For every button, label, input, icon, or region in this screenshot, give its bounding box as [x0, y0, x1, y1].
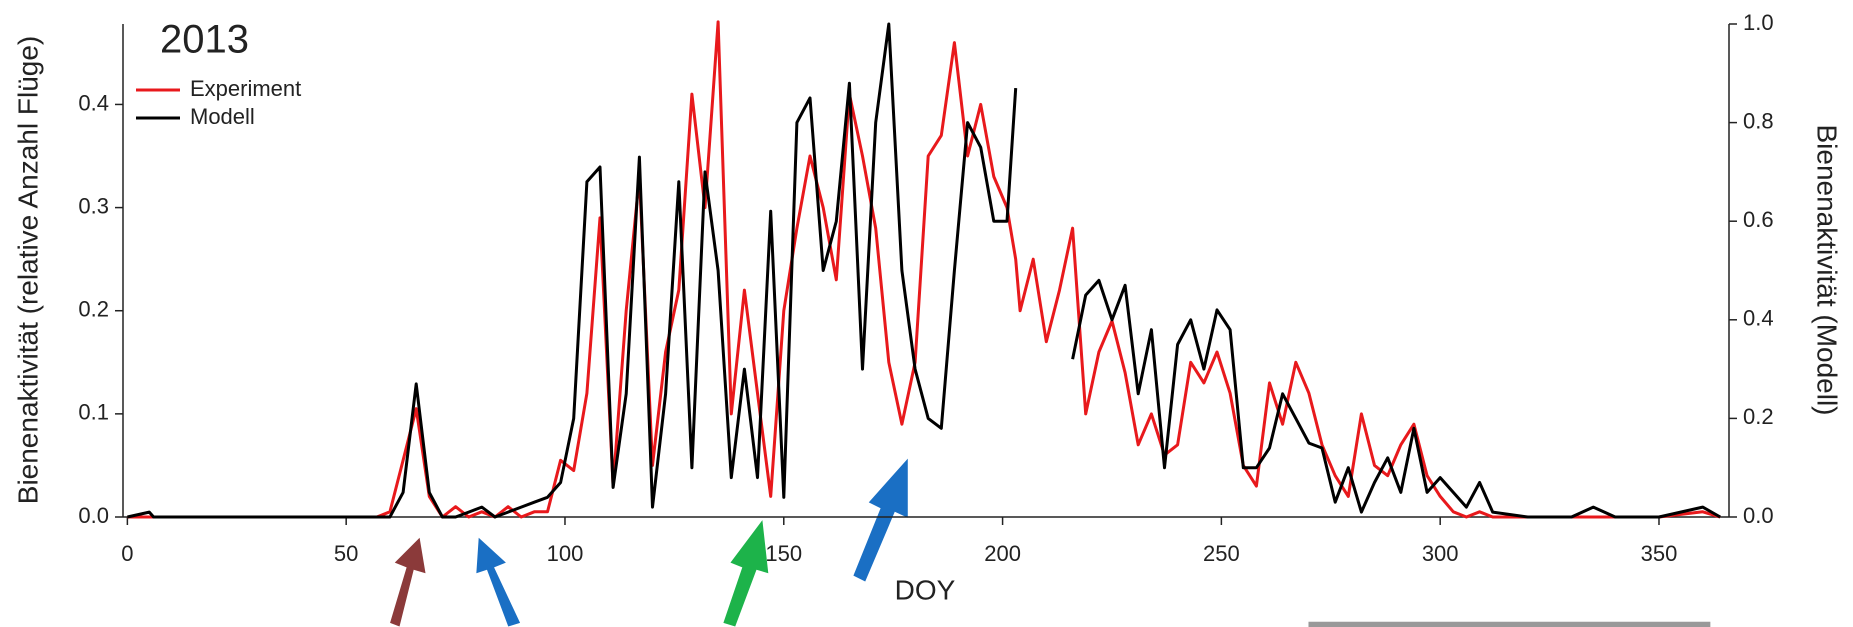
x-tick-label: 0: [121, 541, 133, 566]
image-fragment: [1308, 621, 1711, 627]
y2-axis-label: Bienenaktivität (Modell): [1812, 124, 1843, 415]
y2-tick-label: 0.4: [1743, 306, 1774, 331]
arrow: [853, 458, 908, 582]
line-series: [127, 20, 1721, 519]
y2-tick-label: 1.0: [1743, 10, 1774, 35]
y-axis-label: Bienenaktivität (relative Anzahl Flüge): [12, 36, 43, 504]
chart-title: 2013: [160, 18, 249, 62]
y-tick-label: 0.1: [78, 400, 109, 425]
x-tick-label: 150: [765, 541, 802, 566]
arrow: [723, 520, 769, 627]
x-tick-label: 50: [334, 541, 358, 566]
legend-label: Modell: [190, 104, 255, 129]
y2-tick-label: 0.8: [1743, 108, 1774, 133]
y-tick-label: 0.3: [78, 193, 109, 218]
x-tick-label: 250: [1203, 541, 1240, 566]
x-axis-label: DOY: [895, 574, 956, 605]
legend-label: Experiment: [190, 76, 301, 101]
y2-tick-label: 0.2: [1743, 404, 1774, 429]
arrows: [390, 458, 1711, 627]
y2-tick-label: 0.6: [1743, 207, 1774, 232]
x-tick-label: 100: [547, 541, 584, 566]
arrow: [390, 537, 426, 627]
y-tick-label: 0.2: [78, 297, 109, 322]
x-tick-label: 350: [1641, 541, 1678, 566]
y-tick-label: 0.4: [78, 90, 109, 115]
x-tick-label: 300: [1422, 541, 1459, 566]
x-tick-label: 200: [984, 541, 1021, 566]
arrow: [476, 537, 521, 627]
y-tick-label: 0.0: [78, 503, 109, 528]
line-series: [127, 22, 1721, 519]
y2-tick-label: 0.0: [1743, 503, 1774, 528]
